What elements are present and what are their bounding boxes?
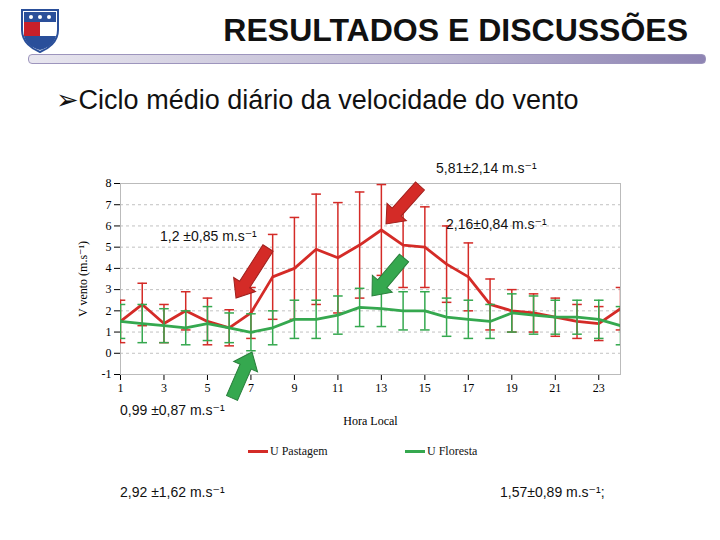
svg-text:8: 8: [106, 176, 112, 190]
svg-text:13: 13: [375, 381, 387, 395]
html-text:1,57±0,89 m.s⁻¹;: 1,57±0,89 m.s⁻¹;: [500, 484, 605, 500]
svg-text:23: 23: [593, 381, 605, 395]
html-text:5,81±2,14 m.s⁻¹: 5,81±2,14 m.s⁻¹: [436, 160, 537, 176]
svg-text:0: 0: [106, 346, 112, 360]
svg-text:1: 1: [118, 381, 124, 395]
svg-text:11: 11: [332, 381, 344, 395]
svg-text:15: 15: [419, 381, 431, 395]
svg-text:5: 5: [106, 240, 112, 254]
svg-text:Hora Local: Hora Local: [343, 414, 398, 428]
svg-text:3: 3: [161, 381, 167, 395]
svg-text:6: 6: [106, 219, 112, 233]
svg-text:5: 5: [204, 381, 210, 395]
svg-text:2: 2: [106, 304, 112, 318]
html-text:2,92 ±1,62 m.s⁻¹: 2,92 ±1,62 m.s⁻¹: [120, 484, 225, 500]
svg-text:7: 7: [248, 381, 254, 395]
svg-text:21: 21: [549, 381, 561, 395]
html-text:0,99 ±0,87 m.s⁻¹: 0,99 ±0,87 m.s⁻¹: [120, 402, 225, 418]
svg-text:3: 3: [106, 282, 112, 296]
html-text:U Pastagem: U Pastagem: [270, 444, 328, 458]
svg-text:9: 9: [291, 381, 297, 395]
html-text:2,16±0,84 m.s⁻¹: 2,16±0,84 m.s⁻¹: [446, 216, 547, 232]
html-text:RESULTADOS E DISCUSSÕES: RESULTADOS E DISCUSSÕES: [223, 12, 688, 48]
html-text:U Floresta: U Floresta: [427, 444, 478, 458]
svg-text:1: 1: [106, 325, 112, 339]
svg-text:V vento (m.s⁻¹): V vento (m.s⁻¹): [76, 241, 90, 317]
svg-text:-1: -1: [102, 367, 112, 381]
svg-text:17: 17: [462, 381, 474, 395]
svg-text:19: 19: [506, 381, 518, 395]
svg-text:4: 4: [106, 261, 112, 275]
html-text:➢Ciclo médio diário da velocid: ➢Ciclo médio diário da velocidade do ven…: [56, 85, 579, 115]
svg-text:7: 7: [106, 198, 112, 212]
html-text:1,2 ±0,85 m.s⁻¹: 1,2 ±0,85 m.s⁻¹: [160, 228, 257, 244]
